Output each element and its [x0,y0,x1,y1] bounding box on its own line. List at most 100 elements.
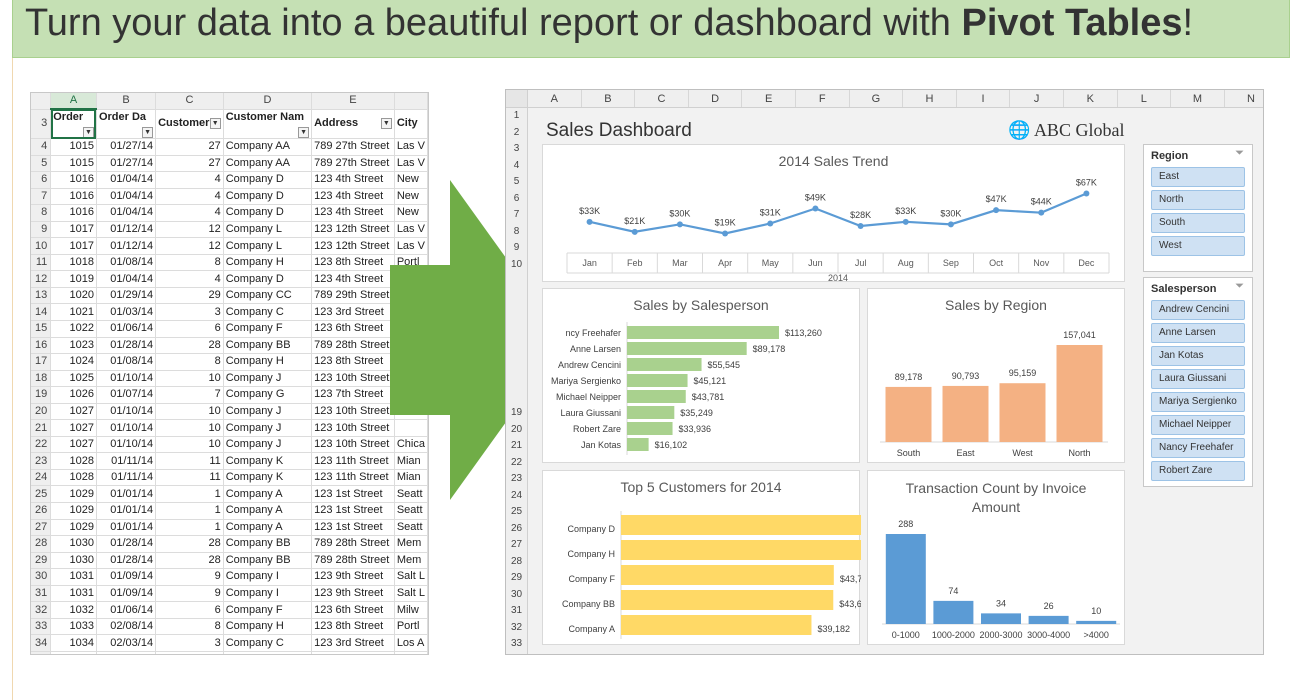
row-number[interactable]: 10 [510,258,523,270]
table-cell[interactable]: 10 [155,370,224,388]
header-cell[interactable]: Customer Nam ▼ [223,109,313,139]
table-row[interactable]: 10 1017 01/12/14 12 Company L 123 12th Street… [31,237,428,255]
table-cell[interactable]: Company J [223,436,313,454]
table-cell[interactable]: 123 4th Street [311,171,395,189]
table-row[interactable]: 33 1033 02/08/14 8 Company H 123 8th Street Po… [31,618,428,636]
table-row[interactable]: 5 1015 01/27/14 27 Company AA 789 27th Street… [31,155,428,173]
table-cell[interactable]: Company G [223,386,313,404]
table-cell[interactable]: 01/28/14 [96,337,157,355]
table-cell[interactable]: Company H [223,618,313,636]
table-cell[interactable]: 1016 [50,188,97,206]
table-cell[interactable]: 02/08/14 [96,618,157,636]
table-cell[interactable]: Company C [223,634,313,652]
table-cell[interactable]: 123 3rd Street [311,634,395,652]
row-number[interactable]: 3 [31,109,52,139]
column-header-d[interactable]: D [689,90,743,107]
slicer-item[interactable]: South [1151,213,1245,233]
table-cell[interactable]: 4 [155,270,224,288]
row-number[interactable]: 7 [31,188,52,206]
slicer-item[interactable]: Nancy Freehafer [1151,438,1245,458]
table-cell[interactable]: 1028 [50,469,97,487]
row-number[interactable]: 20 [510,423,523,435]
table-cell[interactable]: Mian [394,469,428,487]
table-cell[interactable]: 789 27th Street [311,155,395,173]
table-cell[interactable]: 01/08/14 [96,254,157,272]
table-cell[interactable]: 01/04/14 [96,204,157,222]
row-number[interactable]: 27 [510,539,523,550]
column-header-k[interactable]: K [1064,90,1118,107]
header-cell[interactable]: Address ▼ [311,109,395,139]
table-cell[interactable]: 3 [155,303,224,322]
row-number[interactable]: 23 [31,452,52,470]
row-number[interactable]: 23 [510,473,523,484]
table-cell[interactable]: Company BB [223,337,313,355]
table-cell[interactable]: 1032 [50,601,97,619]
filter-dropdown-icon[interactable]: ▼ [298,126,310,138]
row-number[interactable]: 27 [31,519,52,537]
table-cell[interactable]: 1031 [50,585,97,603]
table-cell[interactable]: 123 1st Street [311,502,395,520]
table-cell[interactable]: 123 8th Street [311,618,395,636]
header-cell[interactable]: City [394,109,428,139]
table-cell[interactable]: 01/01/14 [96,502,157,520]
table-cell[interactable]: Company F [223,601,313,619]
slicer-item[interactable]: Robert Zare [1151,461,1245,481]
table-cell[interactable]: Company D [223,270,313,288]
column-header-c[interactable]: C [155,93,224,110]
table-row[interactable]: 29 1030 01/28/14 28 Company BB 789 28th Stree… [31,552,428,570]
column-header-f[interactable] [394,93,428,110]
row-number[interactable]: 24 [31,469,52,487]
table-cell[interactable]: 123 1st Street [311,519,395,537]
column-header-e[interactable]: E [311,93,395,110]
table-cell[interactable]: 123 6th Street [311,601,395,619]
table-cell[interactable]: 4 [155,204,224,222]
table-cell[interactable]: 1028 [50,452,97,470]
header-cell[interactable]: Order ▼ [50,109,97,139]
row-number[interactable]: 30 [510,588,523,600]
slicer-item[interactable]: Laura Giussani [1151,369,1245,389]
table-cell[interactable]: 10 [155,436,224,454]
row-number[interactable]: 7 [513,209,520,220]
table-cell[interactable]: Portl [394,618,428,636]
table-row[interactable]: 32 1032 01/06/14 6 Company F 123 6th Street Mi… [31,601,428,619]
table-cell[interactable]: Los A [394,651,428,654]
slicer-item[interactable]: North [1151,190,1245,210]
table-cell[interactable]: 123 12th Street [311,221,395,239]
row-number[interactable]: 10 [31,237,52,255]
table-row[interactable]: 16 1023 01/28/14 28 Company BB 789 28th Stree… [31,337,428,355]
table-cell[interactable]: Mian [394,452,428,470]
row-number[interactable]: 6 [513,192,520,204]
table-cell[interactable]: Company D [223,188,313,206]
row-number[interactable]: 18 [31,370,52,388]
table-cell[interactable]: Company A [223,485,313,504]
table-cell[interactable]: 28 [155,535,224,553]
table-row[interactable]: 13 1020 01/29/14 29 Company CC 789 29th Stree… [31,287,428,305]
table-cell[interactable]: 1015 [50,155,97,173]
table-cell[interactable]: Los A [394,634,428,652]
column-header-g[interactable]: G [850,90,904,107]
table-cell[interactable]: 8 [155,353,224,371]
table-cell[interactable]: Mem [394,552,428,570]
table-cell[interactable]: Company C [223,651,313,654]
row-number[interactable]: 24 [510,489,523,501]
table-cell[interactable]: Company F [223,320,313,338]
table-cell[interactable]: 01/04/14 [96,171,157,189]
transaction-count-chart[interactable]: Transaction Count by Invoice Amount 288 0… [867,470,1125,645]
table-row[interactable]: 15 1022 01/06/14 6 Company F 123 6th Street [31,320,428,338]
table-cell[interactable]: 1025 [50,370,97,388]
table-cell[interactable]: Las V [394,155,428,173]
table-row[interactable]: 18 1025 01/10/14 10 Company J 123 10th Street [31,370,428,388]
row-number[interactable]: 17 [31,353,52,371]
row-number[interactable]: 28 [31,535,52,553]
table-cell[interactable]: 01/01/14 [96,519,157,537]
table-cell[interactable]: 01/12/14 [96,237,157,255]
table-cell[interactable]: 01/10/14 [96,419,157,437]
table-cell[interactable]: 01/03/14 [96,303,157,322]
table-row[interactable]: 22 1027 01/10/14 10 Company J 123 10th Street… [31,436,428,454]
column-header-b[interactable]: B [96,93,157,110]
row-number[interactable]: 19 [510,407,523,418]
table-cell[interactable]: 1019 [50,270,97,288]
table-cell[interactable]: Company C [223,303,313,322]
row-number[interactable]: 32 [510,621,523,633]
